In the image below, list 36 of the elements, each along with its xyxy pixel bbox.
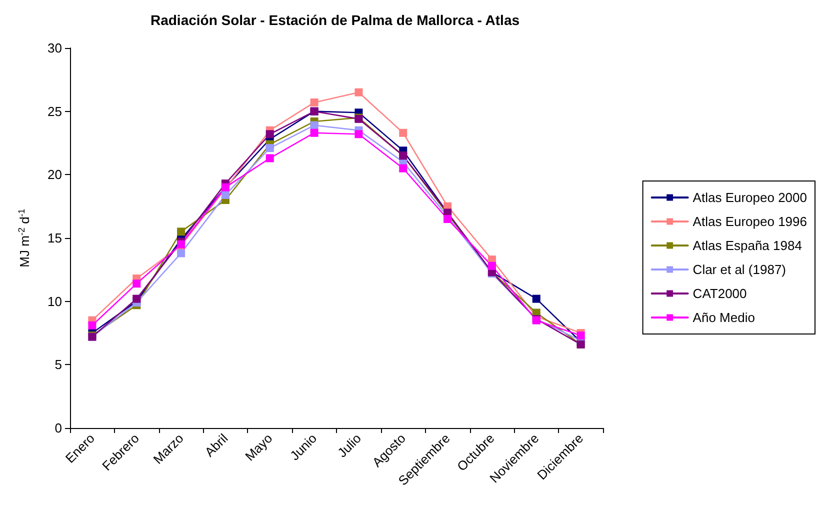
point [399, 128, 408, 137]
point [177, 228, 186, 236]
point [576, 332, 585, 340]
legend-label: Año Medio [692, 310, 755, 325]
point [132, 280, 141, 288]
y-tick-label: 20 [48, 167, 62, 182]
legend-label: Clar et al (1987) [692, 262, 786, 277]
point [266, 144, 274, 152]
y-tick-label: 0 [54, 420, 62, 436]
point [266, 154, 274, 162]
point [177, 249, 186, 258]
point [88, 321, 96, 330]
point [221, 190, 230, 199]
point [354, 88, 363, 96]
y-tick-label: 25 [48, 104, 62, 119]
point [132, 294, 141, 303]
y-tick-label: 30 [48, 40, 62, 56]
chart-title: Radiación Solar - Estación de Palma de Mallorca - Atlas [150, 12, 520, 28]
legend-label: Atlas España 1984 [692, 238, 802, 253]
legend-label: Atlas Europeo 1996 [692, 214, 808, 229]
y-tick-label: 10 [48, 294, 62, 309]
point [266, 130, 274, 138]
point [310, 121, 318, 130]
point [310, 98, 318, 106]
point [354, 130, 363, 138]
point [444, 215, 452, 223]
point [488, 262, 496, 270]
legend-label: CAT2000 [692, 286, 747, 301]
point [532, 294, 540, 303]
y-tick-label: 5 [54, 357, 62, 372]
y-tick-label: 15 [48, 230, 62, 246]
x-tick-label: Julio [334, 430, 364, 460]
point [310, 128, 318, 137]
y-axis-title: MJ m-2 d-1 [16, 208, 32, 268]
legend-label: Atlas Europeo 2000 [692, 190, 808, 205]
point [399, 164, 408, 172]
